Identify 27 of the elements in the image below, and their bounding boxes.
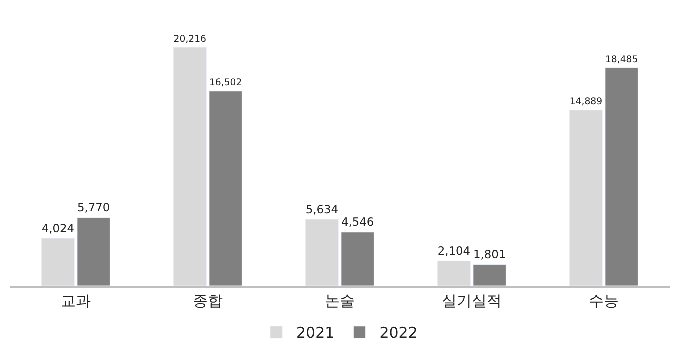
bar: [605, 68, 638, 286]
data-label: 5,770: [77, 200, 110, 215]
bar: [438, 260, 471, 286]
data-label: 5,634: [306, 202, 338, 216]
data-label: 4,024: [42, 221, 74, 236]
bar: [209, 91, 242, 286]
data-label: 16,502: [209, 78, 242, 89]
bar: [42, 238, 75, 286]
data-label: 1,801: [473, 247, 506, 262]
bar: [473, 264, 506, 286]
x-tick-label: 종합: [193, 292, 223, 310]
data-label: 20,216: [174, 34, 207, 45]
data-label: 14,889: [570, 96, 603, 108]
bar: [77, 218, 110, 286]
bar: [341, 232, 374, 286]
legend-label: 2022: [380, 324, 418, 342]
data-label: 2,104: [438, 244, 470, 258]
bar: [570, 110, 603, 286]
x-tick-label: 실기실적: [442, 292, 502, 310]
x-tick-label: 논술: [325, 292, 355, 310]
data-label: 4,546: [341, 215, 374, 230]
legend-label: 2021: [296, 324, 335, 342]
bar: [306, 219, 339, 286]
x-tick-label: 교과: [61, 292, 91, 310]
data-label: 18,485: [605, 54, 638, 66]
x-tick-label: 수능: [589, 292, 619, 310]
bar: [174, 47, 207, 286]
